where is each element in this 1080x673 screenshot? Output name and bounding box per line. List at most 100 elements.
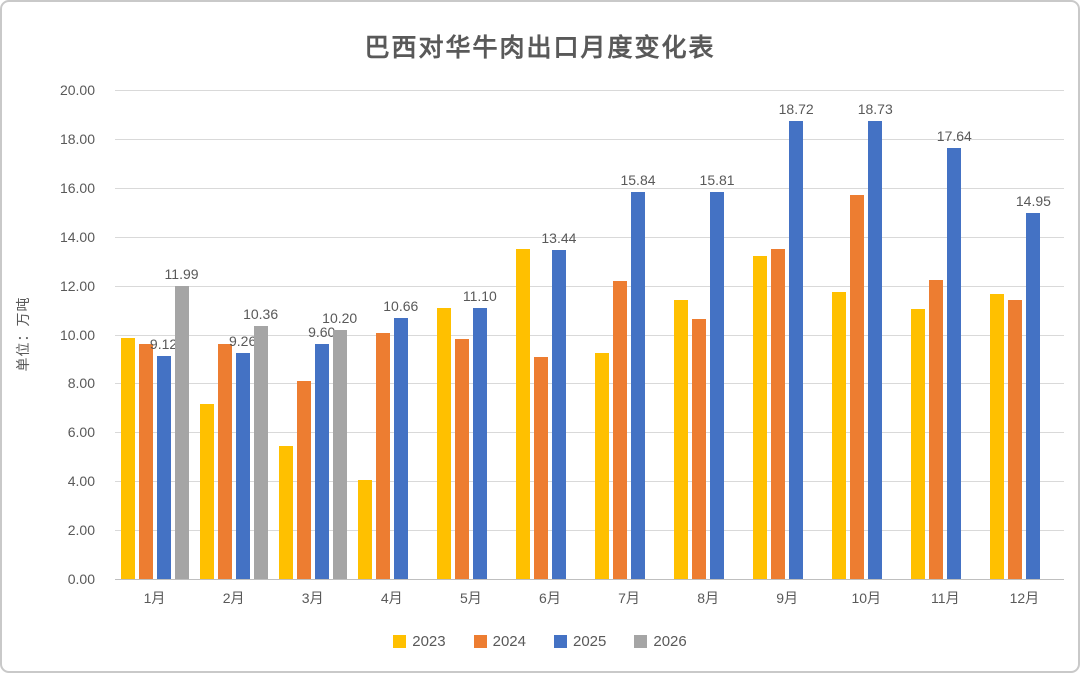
month-group-5月: 11.10 bbox=[431, 90, 510, 579]
x-axis-tick-labels: 1月 2月 3月 4月 5月 6月 7月 8月 9月 10月 11月 12月 bbox=[115, 588, 1064, 608]
bar-slot bbox=[120, 90, 135, 579]
legend-swatch-icon bbox=[393, 635, 407, 648]
month-group-10月: 18.73 bbox=[827, 90, 906, 579]
legend: 2023 2024 2025 2026 bbox=[2, 633, 1078, 650]
x-tick-label-3月: 3月 bbox=[301, 590, 324, 606]
bar-2023-2月 bbox=[199, 404, 214, 579]
bar-slot: 15.81 bbox=[700, 90, 735, 579]
bar-slot bbox=[1008, 90, 1023, 579]
bar-slot: 18.73 bbox=[858, 90, 893, 579]
gridline bbox=[115, 187, 1064, 189]
bar-2024-12月 bbox=[1008, 300, 1023, 579]
x-tick-label-2月: 2月 bbox=[222, 590, 245, 606]
bar-slot: 9.12 bbox=[150, 90, 177, 579]
legend-entry-2023: 2023 bbox=[393, 633, 446, 650]
bar-2024-2月 bbox=[217, 344, 232, 579]
y-tick-label: 20.00 bbox=[59, 82, 95, 98]
bar-2025-6月 bbox=[551, 250, 566, 579]
bar-slot: 15.84 bbox=[620, 90, 656, 579]
bar-slot: 9.26 bbox=[229, 90, 256, 579]
bar-2023-6月 bbox=[515, 248, 530, 579]
x-tick-label-1月: 1月 bbox=[143, 590, 166, 606]
bar-2023-3月 bbox=[278, 445, 293, 579]
bar-2023-11月 bbox=[911, 308, 926, 579]
bar-slot bbox=[491, 90, 505, 579]
bar-2025-5月 bbox=[472, 307, 487, 579]
bar-2024-4月 bbox=[375, 333, 390, 579]
legend-label: 2025 bbox=[573, 633, 607, 650]
bar-slot: 10.66 bbox=[383, 90, 418, 579]
bar-slot bbox=[199, 90, 214, 579]
x-tick-label-6月: 6月 bbox=[539, 590, 561, 606]
bar-2025-1月 bbox=[156, 356, 171, 579]
chart-title: 巴西对华牛肉出口月度变化表 bbox=[364, 34, 716, 62]
bar-slot bbox=[595, 90, 609, 579]
x-tick-label-11月: 11月 bbox=[931, 590, 960, 606]
x-tick-label-8月: 8月 bbox=[697, 590, 719, 606]
month-group-9月: 18.72 bbox=[748, 90, 827, 579]
bar-slot: 10.36 bbox=[243, 90, 278, 579]
plot-area: 9.12 11.99 9.26 10.36 9.60 10.20 10.66 11.10 13.… bbox=[115, 90, 1064, 580]
bar-slot bbox=[1044, 90, 1058, 579]
bar-2026-1月 bbox=[174, 285, 189, 579]
data-label-2026-3月: 10.20 bbox=[322, 309, 358, 326]
bar-2025-12月 bbox=[1026, 213, 1041, 579]
bar-slot bbox=[692, 90, 707, 579]
legend-swatch-icon bbox=[554, 635, 567, 648]
bar-slot bbox=[533, 90, 548, 579]
bar-slot bbox=[296, 90, 311, 579]
bar-slot: 17.64 bbox=[937, 90, 972, 579]
bar-2025-8月 bbox=[710, 192, 725, 579]
data-label-2025-5月: 11.10 bbox=[462, 287, 497, 304]
bar-slot bbox=[965, 90, 979, 579]
data-label-2025-3月: 9.60 bbox=[308, 324, 336, 341]
data-label-2025-10月: 18.73 bbox=[857, 101, 893, 118]
bar-slot bbox=[728, 90, 742, 579]
bar-slot: 13.44 bbox=[541, 90, 576, 579]
bar-2025-9月 bbox=[789, 121, 804, 579]
bar-slot bbox=[278, 90, 293, 579]
bar-slot: 10.20 bbox=[322, 90, 357, 579]
y-tick-label: 16.00 bbox=[59, 179, 95, 196]
bar-2025-4月 bbox=[393, 318, 408, 579]
bar-slot bbox=[436, 90, 451, 579]
bar-2023-12月 bbox=[990, 294, 1005, 579]
bar-2024-9月 bbox=[771, 248, 786, 579]
bar-2025-7月 bbox=[631, 191, 645, 579]
bar-slot bbox=[850, 90, 865, 579]
bar-2025-10月 bbox=[868, 121, 883, 579]
month-group-1月: 9.12 11.99 bbox=[115, 90, 199, 579]
y-axis-title: 单位：万吨 bbox=[15, 296, 31, 372]
month-group-11月: 17.64 bbox=[906, 90, 985, 579]
bar-slot bbox=[674, 90, 689, 579]
bar-2024-3月 bbox=[296, 380, 311, 579]
gridline bbox=[115, 432, 1064, 434]
gridline bbox=[115, 90, 1064, 91]
y-tick-label: 8.00 bbox=[67, 375, 95, 392]
bar-2023-5月 bbox=[436, 307, 451, 579]
bar-slot bbox=[412, 90, 426, 579]
bars-layer: 9.12 11.99 9.26 10.36 9.60 10.20 10.66 11.10 13.… bbox=[115, 90, 1064, 579]
data-label-2025-6月: 13.44 bbox=[541, 230, 577, 247]
legend-entry-2025: 2025 bbox=[554, 633, 606, 650]
month-group-7月: 15.84 bbox=[589, 90, 668, 579]
bar-slot bbox=[649, 90, 663, 579]
bar-slot bbox=[454, 90, 469, 579]
x-tick-label-9月: 9月 bbox=[776, 590, 799, 606]
legend-entry-2024: 2024 bbox=[473, 633, 526, 650]
bar-2025-11月 bbox=[947, 147, 962, 579]
bar-2026-2月 bbox=[253, 325, 268, 579]
bar-2026-3月 bbox=[332, 329, 347, 579]
month-group-12月: 14.95 bbox=[985, 90, 1064, 579]
gridline bbox=[115, 285, 1064, 287]
y-tick-label: 4.00 bbox=[67, 473, 95, 490]
bar-2024-6月 bbox=[533, 356, 548, 579]
legend-entry-2026: 2026 bbox=[634, 633, 687, 650]
bar-2024-7月 bbox=[613, 280, 627, 579]
bar-2024-1月 bbox=[138, 344, 153, 579]
bar-slot bbox=[771, 90, 786, 579]
bar-2023-10月 bbox=[832, 291, 847, 579]
data-label-2025-7月: 15.84 bbox=[620, 171, 656, 188]
y-tick-label: 18.00 bbox=[59, 130, 95, 147]
bar-slot: 14.95 bbox=[1016, 90, 1051, 579]
